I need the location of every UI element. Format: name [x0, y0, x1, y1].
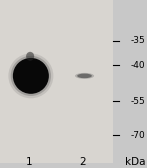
Ellipse shape	[75, 73, 94, 79]
Text: -70: -70	[131, 131, 146, 140]
Ellipse shape	[13, 58, 49, 94]
Text: -35: -35	[131, 36, 146, 45]
Bar	[113, 0, 147, 163]
Text: 1: 1	[26, 157, 33, 167]
Text: 2: 2	[79, 157, 86, 167]
Text: kDa: kDa	[125, 157, 146, 167]
Ellipse shape	[26, 52, 34, 61]
Text: -40: -40	[131, 61, 146, 70]
Text: -55: -55	[131, 97, 146, 106]
Ellipse shape	[11, 56, 51, 96]
Bar	[0, 0, 113, 163]
Ellipse shape	[77, 74, 92, 78]
Ellipse shape	[8, 53, 53, 98]
